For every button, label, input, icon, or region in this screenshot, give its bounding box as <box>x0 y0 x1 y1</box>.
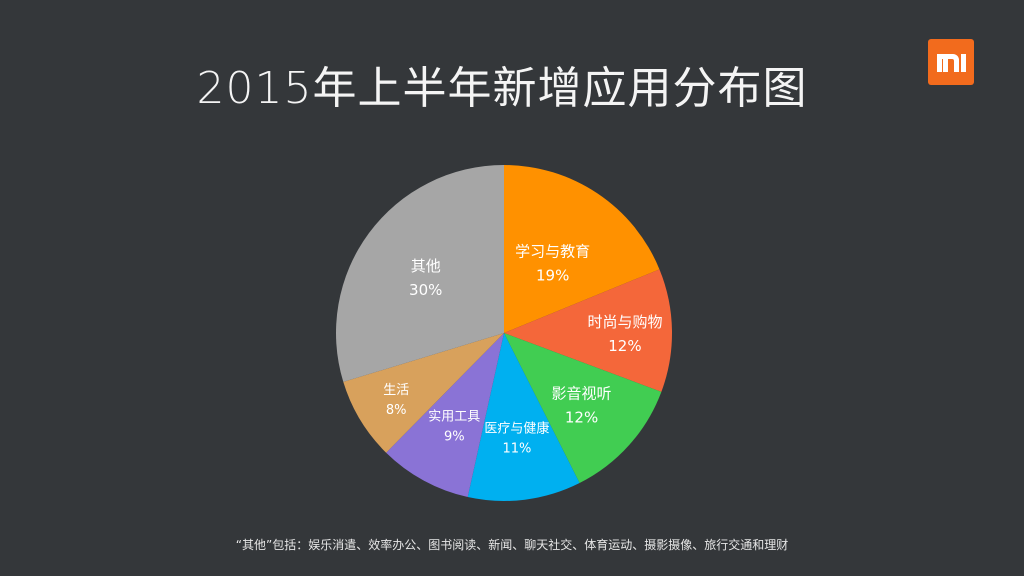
pie-slice <box>386 333 504 498</box>
slice-percent-label: 19% <box>536 266 569 284</box>
slice-percent-label: 12% <box>608 337 641 355</box>
page-title: 2015年上半年新增应用分布图 <box>196 63 808 114</box>
mi-logo-icon <box>937 54 966 72</box>
pie-slice <box>504 269 673 392</box>
slice-category-label: 其他 <box>411 257 441 275</box>
pie-slice <box>343 333 504 453</box>
slice-category-label: 学习与教育 <box>515 242 590 260</box>
slice-category-label: 生活 <box>383 383 409 398</box>
slice-percent-label: 12% <box>565 409 598 427</box>
slice-category-label: 时尚与购物 <box>587 313 662 331</box>
pie-slice <box>336 165 504 382</box>
pie-labels: 学习与教育 19% 时尚与购物 12% 影音视听 12% 医疗与健康 11% 实用工具 9% 生活 8… <box>383 242 662 456</box>
slice-percent-label: 11% <box>502 441 531 456</box>
pie-slice <box>467 333 580 501</box>
pie-slices <box>336 165 673 501</box>
slice-category-label: 实用工具 <box>428 410 480 425</box>
footnote: “其他”包括：娱乐消遣、效率办公、图书阅读、新闻、聊天社交、体育运动、摄影摄像、… <box>235 538 789 552</box>
slice-percent-label: 30% <box>409 281 442 299</box>
pie-slice <box>504 333 662 484</box>
mi-logo <box>928 39 974 85</box>
slice-category-label: 医疗与健康 <box>484 420 549 436</box>
slice-percent-label: 9% <box>444 430 465 445</box>
slice-category-label: 影音视听 <box>552 385 612 403</box>
pie-slice <box>504 165 660 333</box>
slice-percent-label: 8% <box>386 403 407 418</box>
